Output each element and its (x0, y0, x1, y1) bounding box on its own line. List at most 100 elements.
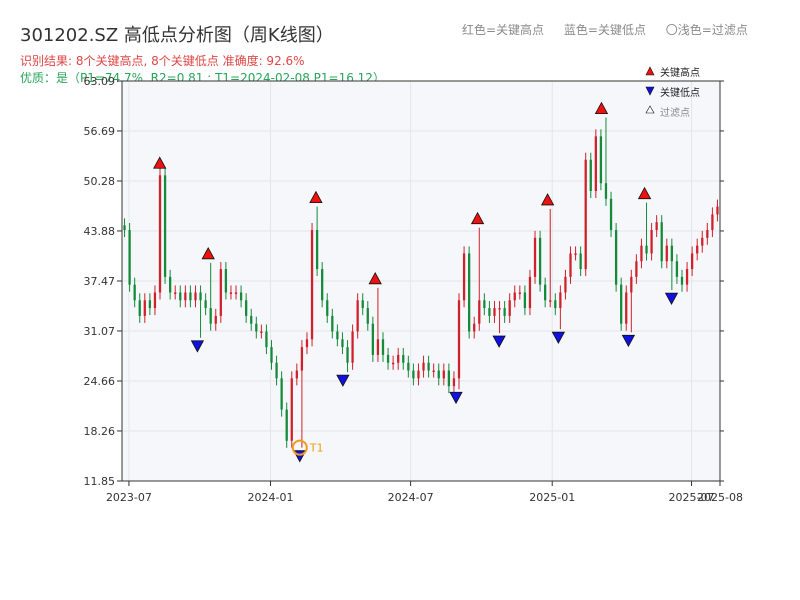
key-low-marker (190, 340, 205, 353)
candle-body (538, 237, 542, 285)
candle-body (310, 230, 314, 340)
candle-body (158, 175, 162, 293)
candle-body (300, 347, 304, 371)
x-tick-label: 2024-07 (388, 491, 434, 504)
candle-body (604, 183, 608, 199)
candle-body (503, 308, 506, 316)
candle-body (473, 323, 476, 332)
y-tick-label: 56.69 (84, 125, 116, 138)
candle-body (574, 253, 577, 255)
candle-body (478, 300, 481, 324)
candle-body (371, 323, 374, 355)
candle-body (341, 339, 344, 348)
x-tick-label: 2025-07 (669, 491, 715, 504)
candle-body (498, 308, 501, 310)
candle-body (381, 339, 385, 355)
key-high-marker (540, 193, 555, 206)
candle-body (179, 292, 182, 301)
candle-body (696, 245, 699, 254)
candle-body (209, 308, 212, 324)
candle-body (675, 261, 679, 277)
candle-body (701, 237, 704, 246)
candle-body (523, 292, 527, 309)
candle-body (625, 292, 628, 324)
x-tick-label: 2025-01 (529, 491, 575, 504)
candle-body (508, 300, 511, 316)
candle-body (153, 292, 157, 309)
y-tick-label: 18.26 (84, 425, 116, 438)
candle-body (665, 245, 668, 262)
candle-body (645, 245, 648, 254)
key-low-marker (664, 292, 679, 305)
candle-body (569, 253, 572, 277)
t1-label: T1 (309, 442, 324, 455)
candle-body (564, 276, 567, 293)
y-tick-label: 43.88 (84, 225, 116, 238)
candle-body (376, 339, 380, 355)
candle-body (635, 261, 638, 277)
candle-body (148, 300, 152, 309)
candle-body (706, 230, 709, 238)
candle-body (315, 230, 319, 270)
candle-body (452, 378, 456, 387)
t1-circle (291, 439, 308, 456)
legend-label: 过滤点 (660, 106, 690, 119)
candle-body (432, 370, 435, 373)
key-high-marker (201, 246, 215, 260)
x-tick-label: 2025-08 (697, 491, 743, 504)
key-low-marker (336, 374, 350, 387)
axes: 11.85 18.26 24.66 31.07 37.47 43.88 50.28 56.69… (84, 75, 743, 504)
candle-body (457, 300, 461, 379)
candle-body (356, 300, 359, 332)
candle-body (250, 315, 253, 324)
candle-body (620, 284, 623, 324)
candle-body (123, 225, 126, 231)
candle-body (660, 222, 663, 262)
candle-body (468, 253, 471, 332)
candle-body (650, 230, 653, 254)
candle-body (260, 331, 263, 334)
candle-body (442, 370, 445, 379)
candle-body (422, 362, 425, 371)
candle-body (528, 276, 532, 309)
candle-body (305, 339, 309, 348)
legend-label: 关键低点 (660, 86, 700, 99)
legend-high-icon (645, 66, 655, 76)
y-tick-label: 37.47 (84, 275, 116, 288)
header-legend: 红色=关键高点 蓝色=关键低点 〇浅色=过滤点 (462, 21, 764, 38)
candle-body (640, 245, 643, 262)
key-low-marker (449, 391, 463, 405)
candle-body (417, 370, 420, 379)
key-high-marker (594, 101, 609, 115)
candle-body (589, 159, 592, 191)
candle-body (239, 292, 243, 301)
candle-body (427, 362, 430, 371)
candle-body (361, 300, 364, 309)
candle-body (437, 370, 440, 379)
candle-body (609, 198, 613, 231)
x-tick-label: 2024-01 (248, 491, 294, 504)
candle-body (493, 308, 496, 316)
candle-body (716, 206, 719, 215)
candles (123, 117, 719, 448)
candle-body (402, 354, 405, 363)
candle-body (584, 159, 587, 270)
candle-body (407, 362, 410, 371)
candle-body (594, 136, 597, 191)
candle-body (391, 362, 395, 365)
chart-title: 301202.SZ 高低点分析图（周K线图） (20, 25, 334, 46)
candle-body (447, 370, 451, 387)
y-tick-label: 11.85 (84, 475, 116, 488)
candle-body (331, 315, 334, 332)
candle-body (351, 331, 354, 363)
candle-body (711, 214, 714, 231)
candle-body (270, 347, 273, 363)
candle-body (245, 300, 248, 316)
candle-body (554, 300, 557, 309)
candle-body (219, 269, 222, 316)
candle-body (128, 230, 131, 285)
candle-body (690, 253, 694, 270)
candle-body (133, 284, 136, 301)
